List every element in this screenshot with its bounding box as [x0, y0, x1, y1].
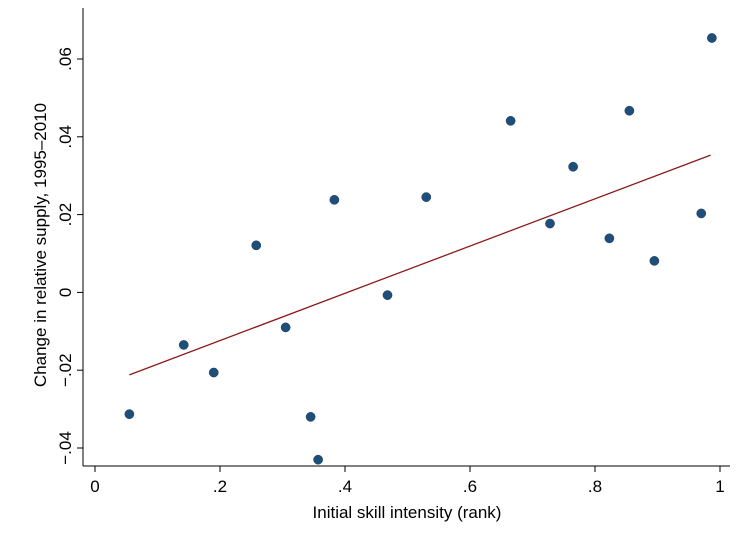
- x-axis-ticks: 0 .2 .4 .6 .8 1: [90, 466, 725, 496]
- y-tick-label: .04: [56, 125, 75, 149]
- y-axis-title: Change in relative supply, 1995–2010: [31, 103, 50, 387]
- data-point: [649, 256, 660, 266]
- data-point: [251, 240, 262, 251]
- data-point: [280, 322, 291, 333]
- y-tick-label: .02: [56, 203, 75, 227]
- data-point: [505, 116, 516, 126]
- fitted-line-group: [129, 154, 711, 376]
- x-tick-label: .4: [338, 477, 352, 496]
- data-point: [696, 208, 707, 219]
- x-tick-label: .8: [588, 477, 602, 496]
- x-tick-label: 0: [90, 477, 99, 496]
- data-point: [421, 192, 432, 202]
- data-point: [707, 33, 717, 43]
- data-point: [624, 105, 635, 116]
- data-point: [305, 412, 316, 422]
- y-tick-label: −.04: [56, 431, 75, 465]
- x-tick-label: .6: [463, 477, 477, 496]
- data-point: [313, 454, 323, 465]
- x-tick-label: 1: [715, 477, 724, 496]
- fitted-values-line: [129, 154, 711, 376]
- x-tick-label: .2: [213, 477, 227, 496]
- x-axis-title: Initial skill intensity (rank): [313, 503, 502, 522]
- data-point: [545, 218, 555, 229]
- data-point: [604, 233, 615, 244]
- data-point: [124, 409, 135, 420]
- y-tick-label: −.02: [56, 353, 75, 387]
- y-tick-label: 0: [56, 288, 75, 297]
- y-axis-ticks: −.04 −.02 0 .02 .04 .06: [56, 47, 83, 465]
- data-point: [208, 367, 219, 378]
- data-point: [382, 290, 393, 300]
- y-tick-label: .06: [56, 47, 75, 71]
- data-point: [178, 340, 189, 350]
- data-point: [568, 161, 578, 172]
- data-points: [124, 33, 717, 465]
- data-point: [329, 194, 340, 205]
